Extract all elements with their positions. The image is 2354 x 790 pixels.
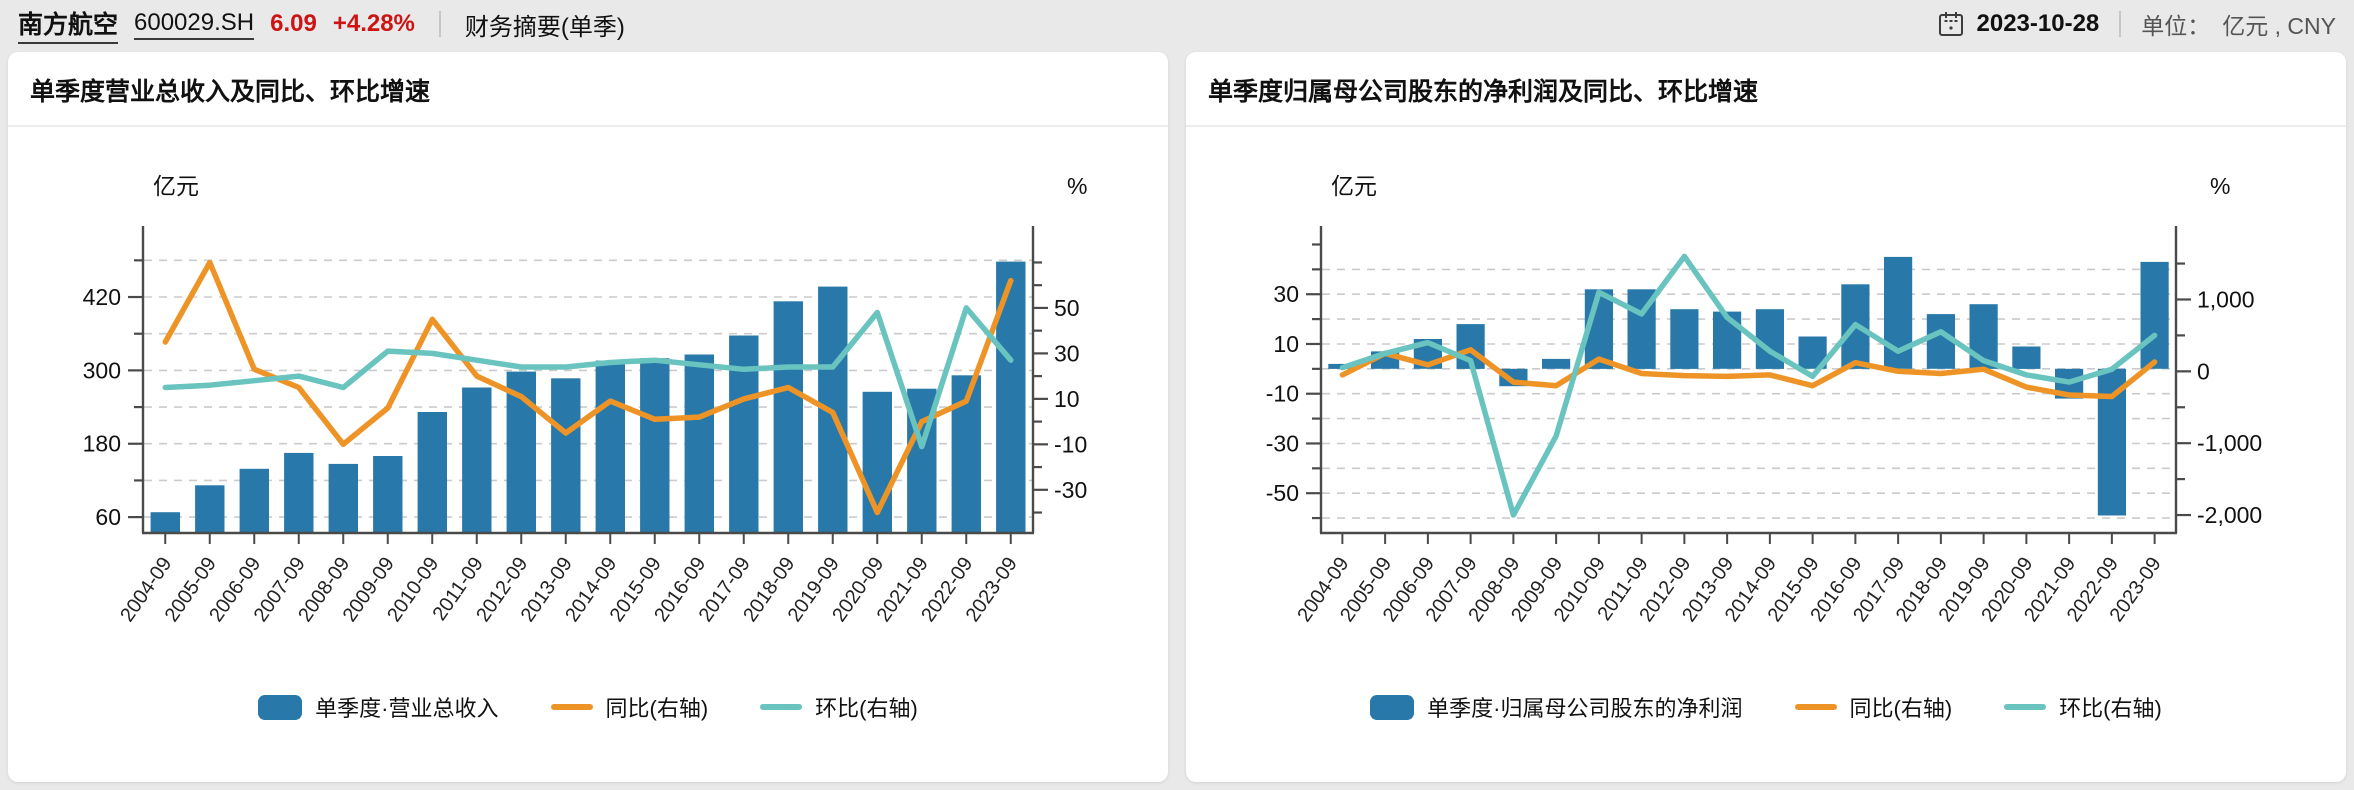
svg-text:50: 50: [1054, 295, 1080, 321]
legend-label: 单季度·营业总收入: [315, 696, 499, 721]
legend-label: 同比(右轴): [605, 696, 709, 721]
header-divider-2: [2119, 11, 2122, 37]
legend-item-qoq[interactable]: 环比(右轴): [760, 691, 918, 723]
svg-text:30: 30: [1273, 281, 1299, 307]
stock-name-link[interactable]: 南方航空: [18, 5, 119, 44]
unit-value: 亿元 , CNY: [2222, 13, 2336, 39]
report-date[interactable]: 2023-10-28: [1976, 10, 2100, 37]
svg-text:%: %: [2210, 173, 2230, 199]
revenue-chart-area: 60 180 300 420 -30 -10 10 30 50 2004-09 2005-09 200…: [8, 127, 1168, 687]
svg-text:-30: -30: [1266, 430, 1299, 456]
qoq-line-swatch: [2004, 704, 2047, 710]
revenue-chart-card: 单季度营业总收入及同比、环比增速 60 180 300 420 -30 -10 10 30 50…: [8, 52, 1168, 782]
svg-text:300: 300: [83, 357, 121, 383]
stock-price: 6.09: [270, 10, 317, 37]
net-profit-chart-legend: 单季度·归属母公司股东的净利润 同比(右轴) 环比(右轴): [1186, 691, 2346, 723]
legend-item-yoy[interactable]: 同比(右轴): [550, 691, 709, 723]
svg-text:1,000: 1,000: [2197, 286, 2255, 312]
legend-label: 环比(右轴): [2059, 696, 2162, 721]
stock-change-percent: +4.28%: [332, 10, 415, 37]
svg-text:420: 420: [83, 284, 121, 310]
legend-item-qoq[interactable]: 环比(右轴): [2004, 691, 2162, 723]
svg-text:10: 10: [1273, 331, 1299, 357]
svg-text:-30: -30: [1054, 477, 1087, 503]
net-profit-chart-card: 单季度归属母公司股东的净利润及同比、环比增速 -50 -30 -10 10 30 -2,0…: [1186, 52, 2346, 782]
bar-swatch: [1370, 694, 1415, 720]
revenue-chart[interactable]: 60180300420-30-101030502004-092005-09200…: [8, 127, 1168, 687]
header-divider: [438, 11, 441, 37]
revenue-chart-title: 单季度营业总收入及同比、环比增速: [8, 52, 1168, 127]
legend-label: 环比(右轴): [815, 696, 918, 721]
svg-text:180: 180: [83, 431, 121, 457]
svg-text:-1,000: -1,000: [2197, 430, 2262, 456]
legend-item-revenue-bar[interactable]: 单季度·营业总收入: [258, 691, 499, 723]
stock-code-link[interactable]: 600029.SH: [134, 9, 255, 40]
page-title: 财务摘要(单季): [464, 13, 625, 41]
svg-text:亿元: 亿元: [1331, 173, 1377, 199]
svg-text:60: 60: [95, 504, 121, 530]
charts-container: 单季度营业总收入及同比、环比增速 60 180 300 420 -30 -10 10 30 50…: [0, 48, 2354, 790]
svg-text:-10: -10: [1266, 381, 1299, 407]
svg-text:%: %: [1067, 173, 1087, 199]
svg-text:30: 30: [1054, 340, 1080, 366]
svg-text:-50: -50: [1266, 480, 1299, 506]
header-right: 2023-10-28 单位： 亿元 , CNY: [1937, 7, 2336, 41]
legend-item-net-profit-bar[interactable]: 单季度·归属母公司股东的净利润: [1370, 691, 1743, 723]
stock-info: 南方航空 600029.SH 6.09 +4.28% 财务摘要(单季): [18, 5, 625, 44]
header: 南方航空 600029.SH 6.09 +4.28% 财务摘要(单季) 2023…: [0, 0, 2354, 48]
net-profit-chart-title: 单季度归属母公司股东的净利润及同比、环比增速: [1186, 52, 2346, 127]
net-profit-chart-area: -50 -30 -10 10 30 -2,000 -1,000 0 1,000 2004-09 20…: [1186, 127, 2346, 687]
svg-text:10: 10: [1054, 386, 1080, 412]
net-profit-chart[interactable]: -50-30-101030-2,000-1,00001,0002004-0920…: [1186, 127, 2346, 687]
legend-label: 单季度·归属母公司股东的净利润: [1427, 696, 1743, 721]
revenue-chart-legend: 单季度·营业总收入 同比(右轴) 环比(右轴): [8, 691, 1168, 723]
legend-label: 同比(右轴): [1849, 696, 1953, 721]
svg-text:-10: -10: [1054, 431, 1087, 457]
bar-swatch: [258, 694, 303, 720]
yoy-line-swatch: [550, 704, 593, 710]
calendar-icon[interactable]: [1937, 10, 1965, 38]
unit-label: 单位：: [2141, 13, 2211, 39]
svg-text:0: 0: [2197, 358, 2210, 384]
legend-item-yoy[interactable]: 同比(右轴): [1794, 691, 1953, 723]
qoq-line-swatch: [760, 704, 803, 710]
svg-text:亿元: 亿元: [153, 173, 199, 199]
yoy-line-swatch: [1794, 704, 1837, 710]
svg-text:-2,000: -2,000: [2197, 502, 2262, 528]
